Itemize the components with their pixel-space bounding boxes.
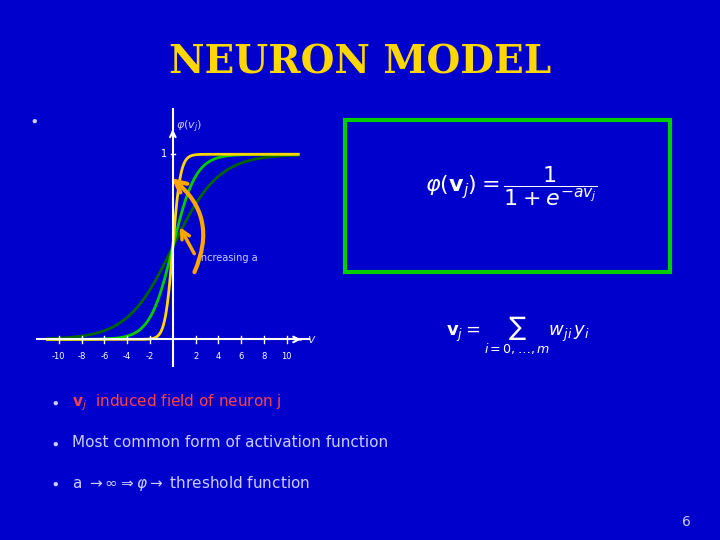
Text: Increasing a: Increasing a — [198, 253, 258, 263]
Text: 6: 6 — [238, 353, 244, 361]
Text: -2: -2 — [146, 353, 154, 361]
Text: $\varphi(v_j)$: $\varphi(v_j)$ — [176, 118, 202, 134]
Text: $\bullet$: $\bullet$ — [29, 112, 37, 127]
Text: a $\rightarrow\infty \Rightarrow \varphi \rightarrow$ threshold function: a $\rightarrow\infty \Rightarrow \varphi… — [72, 474, 310, 493]
Text: v: v — [307, 333, 315, 346]
Text: -6: -6 — [100, 353, 109, 361]
Text: $\bullet$: $\bullet$ — [50, 395, 60, 410]
Text: -4: -4 — [123, 353, 131, 361]
Text: 4: 4 — [216, 353, 221, 361]
Text: 10: 10 — [282, 353, 292, 361]
Text: $\mathbf{v}_j = \sum_{i=0,\ldots,m} w_{ji}\, y_i$: $\mathbf{v}_j = \sum_{i=0,\ldots,m} w_{j… — [446, 314, 590, 356]
Text: -10: -10 — [52, 353, 66, 361]
Text: 2: 2 — [193, 353, 198, 361]
Text: NEURON MODEL: NEURON MODEL — [169, 43, 551, 81]
Text: 8: 8 — [261, 353, 266, 361]
Text: 6: 6 — [683, 515, 691, 529]
Text: Most common form of activation function: Most common form of activation function — [72, 435, 388, 450]
FancyBboxPatch shape — [346, 120, 670, 272]
Text: $\bullet$: $\bullet$ — [50, 476, 60, 491]
Text: $\varphi(\mathbf{v}_j) = \dfrac{1}{1+e^{-av_j}}$: $\varphi(\mathbf{v}_j) = \dfrac{1}{1+e^{… — [425, 164, 598, 208]
Text: $\mathbf{v}_j$  induced field of neuron j: $\mathbf{v}_j$ induced field of neuron j — [72, 392, 282, 413]
Text: -8: -8 — [78, 353, 86, 361]
Text: 1: 1 — [161, 149, 167, 159]
Text: $\bullet$: $\bullet$ — [50, 435, 60, 450]
